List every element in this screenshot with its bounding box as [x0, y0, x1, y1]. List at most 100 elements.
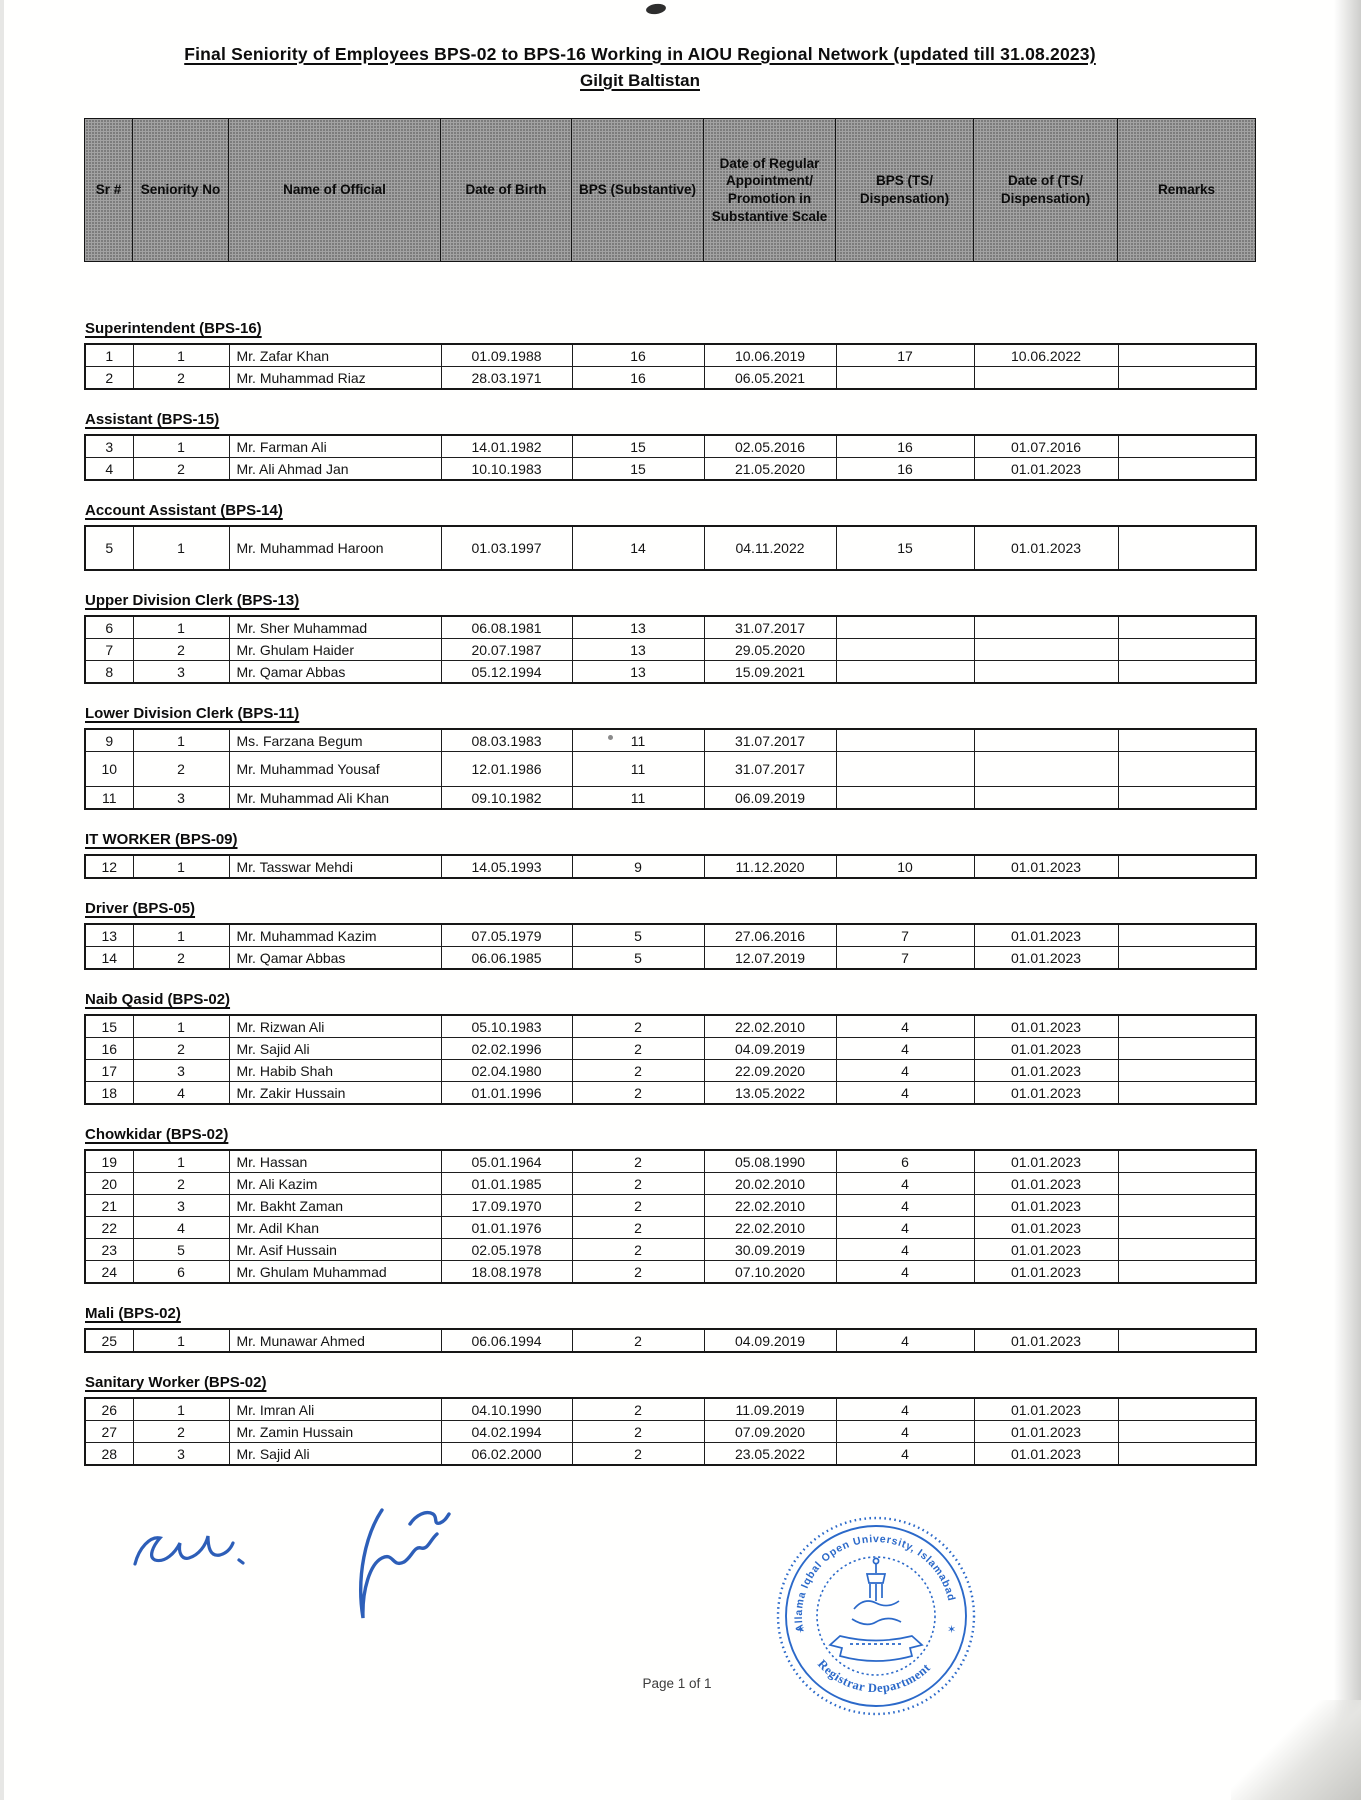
table-cell: 14.05.1993	[440, 854, 573, 879]
table-cell: 01.01.2023	[973, 1014, 1119, 1038]
table-cell: Mr. Muhammad Yousaf	[228, 751, 442, 787]
table-cell	[1117, 786, 1257, 810]
table-cell	[1117, 1194, 1257, 1217]
table-cell: 01.01.2023	[973, 1172, 1119, 1195]
table-cell	[835, 786, 975, 810]
table-cell: 1	[132, 854, 230, 879]
table-cell: 06.06.1985	[440, 946, 573, 970]
table-cell	[835, 366, 975, 390]
table-cell	[1117, 751, 1257, 787]
scan-edge-right	[1334, 0, 1361, 1800]
seniority-section: Mali (BPS-02) 25 1 Mr. Munawar Ahmed 06.06.1…	[84, 1305, 1257, 1353]
table-cell	[1117, 1081, 1257, 1105]
table-cell: Mr. Rizwan Ali	[228, 1014, 442, 1038]
table-cell: 14.01.1982	[440, 434, 573, 458]
header-row: Sr # Seniority No Name of Official Date …	[84, 118, 1256, 262]
table-cell: 01.01.2023	[973, 946, 1119, 970]
table-cell: 10.10.1983	[440, 457, 573, 481]
table-cell: 17.09.1970	[440, 1194, 573, 1217]
page-number: Page 1 of 1	[642, 1676, 712, 1691]
table-row: 1 1 Mr. Zafar Khan 01.09.1988 16 10.06.2019 17…	[84, 343, 1257, 367]
table-cell: 4	[835, 1059, 975, 1082]
table-cell	[1117, 1172, 1257, 1195]
table-cell: Mr. Adil Khan	[228, 1216, 442, 1239]
table-cell: 3	[84, 434, 134, 458]
table-cell: 1	[132, 1328, 230, 1353]
table-row: 12 1 Mr. Tasswar Mehdi 14.05.1993 9 11.12.202…	[84, 854, 1257, 879]
table-cell: 30.09.2019	[703, 1238, 837, 1261]
table-row: 14 2 Mr. Qamar Abbas 06.06.1985 5 12.07.2019 7…	[84, 946, 1257, 970]
table-cell: 2	[571, 1328, 705, 1353]
table-cell: 25	[84, 1328, 134, 1353]
table-cell: Mr. Asif Hussain	[228, 1238, 442, 1261]
table-cell: 01.01.1985	[440, 1172, 573, 1195]
table-row: 17 3 Mr. Habib Shah 02.04.1980 2 22.09.2020 4 0…	[84, 1059, 1257, 1082]
col-header-date-regular-appointment: Date of Regular Appointment/ Promotion i…	[703, 118, 836, 262]
table-cell: 7	[84, 638, 134, 661]
col-header-dob: Date of Birth	[440, 118, 572, 262]
signature-ink-left	[133, 1535, 245, 1566]
table-cell: Mr. Hassan	[228, 1149, 442, 1173]
table-cell: 31.07.2017	[703, 728, 837, 752]
table-cell: Mr. Sajid Ali	[228, 1037, 442, 1060]
table-cell: 01.01.2023	[973, 1081, 1119, 1105]
document-title: Final Seniority of Employees BPS-02 to B…	[184, 44, 1096, 64]
table-cell: 10	[84, 751, 134, 787]
table-cell: 06.08.1981	[440, 615, 573, 639]
table-cell: 10.06.2022	[973, 343, 1119, 367]
table-cell: Mr. Bakht Zaman	[228, 1194, 442, 1217]
table-cell: 20.07.1987	[440, 638, 573, 661]
stamp-outer-dotted-ring	[776, 1516, 976, 1716]
table-cell: 06.02.2000	[440, 1442, 573, 1466]
table-cell: 4	[835, 1194, 975, 1217]
table-row: 5 1 Mr. Muhammad Haroon 01.03.1997 14 04.11.2…	[84, 525, 1257, 571]
table-row: 18 4 Mr. Zakir Hussain 01.01.1996 2 13.05.202…	[84, 1081, 1257, 1105]
col-header-seniority-no: Seniority No	[132, 118, 229, 262]
table-cell: 16	[571, 343, 705, 367]
section-heading: Lower Division Clerk (BPS-11)	[85, 705, 300, 722]
table-cell: Mr. Imran Ali	[228, 1397, 442, 1421]
table-row: 28 3 Mr. Sajid Ali 06.02.2000 2 23.05.2022 4 01…	[84, 1442, 1257, 1466]
table-cell: 1	[132, 728, 230, 752]
column-header-table: Sr # Seniority No Name of Official Date …	[84, 118, 1256, 262]
table-cell: 23.05.2022	[703, 1442, 837, 1466]
section-heading: Upper Division Clerk (BPS-13)	[85, 592, 300, 609]
section-heading: Chowkidar (BPS-02)	[85, 1126, 229, 1143]
table-cell: 2	[571, 1059, 705, 1082]
table-cell: 16	[571, 366, 705, 390]
table-cell: Mr. Muhammad Kazim	[228, 923, 442, 947]
table-cell: 10	[835, 854, 975, 879]
table-cell: Mr. Muhammad Haroon	[228, 525, 442, 571]
sections-container: Superintendent (BPS-16) 1 1 Mr. Zafar Khan 0…	[84, 320, 1257, 1487]
table-cell: 01.01.2023	[973, 1420, 1119, 1443]
table-cell: Mr. Ali Ahmad Jan	[228, 457, 442, 481]
table-row: 8 3 Mr. Qamar Abbas 05.12.1994 13 15.09.2021	[84, 660, 1257, 684]
table-cell: 2	[132, 946, 230, 970]
table-cell: 2	[571, 1194, 705, 1217]
table-cell: 06.09.2019	[703, 786, 837, 810]
table-cell: 01.01.2023	[973, 1216, 1119, 1239]
table-cell: 2	[571, 1037, 705, 1060]
table-cell	[1117, 1149, 1257, 1173]
seniority-table: 12 1 Mr. Tasswar Mehdi 14.05.1993 9 11.12.202…	[84, 854, 1257, 879]
table-cell: 4	[835, 1238, 975, 1261]
table-cell: 2	[571, 1260, 705, 1284]
table-cell: 04.10.1990	[440, 1397, 573, 1421]
table-cell: 4	[835, 1420, 975, 1443]
section-heading: Sanitary Worker (BPS-02)	[85, 1374, 267, 1391]
table-cell: 07.05.1979	[440, 923, 573, 947]
table-cell: 8	[84, 660, 134, 684]
table-cell: 17	[84, 1059, 134, 1082]
scan-edge-left	[0, 0, 4, 1800]
table-cell: 11	[571, 786, 705, 810]
table-cell: 1	[132, 1014, 230, 1038]
table-cell	[1117, 1014, 1257, 1038]
table-cell: 1	[132, 343, 230, 367]
table-cell: 13.05.2022	[703, 1081, 837, 1105]
document-title-block: Final Seniority of Employees BPS-02 to B…	[60, 44, 1220, 91]
table-cell: 15.09.2021	[703, 660, 837, 684]
table-cell: 02.05.1978	[440, 1238, 573, 1261]
table-cell	[1117, 638, 1257, 661]
table-cell: 2	[571, 1081, 705, 1105]
